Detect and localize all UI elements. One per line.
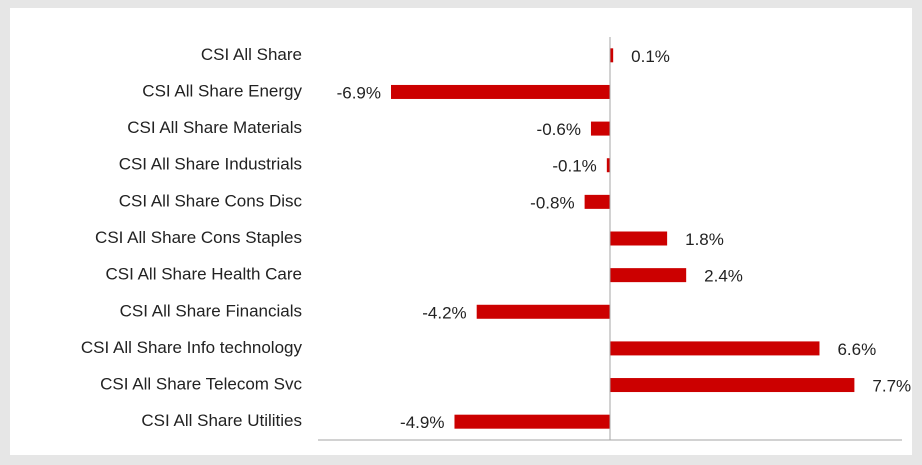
bar — [610, 341, 820, 356]
data-label: 2.4% — [704, 267, 743, 286]
bar — [590, 121, 610, 136]
category-label: CSI All Share Telecom Svc — [100, 375, 302, 394]
category-label: CSI All Share Industrials — [119, 155, 302, 174]
category-label: CSI All Share Cons Disc — [119, 191, 303, 210]
data-label: -4.2% — [422, 303, 466, 322]
data-label: -0.1% — [552, 157, 596, 176]
bar — [610, 231, 668, 246]
category-label: CSI All Share Energy — [142, 81, 302, 100]
data-label: 1.8% — [685, 230, 724, 249]
data-label: 6.6% — [837, 340, 876, 359]
bar — [391, 84, 610, 99]
bar — [610, 378, 855, 393]
category-label: CSI All Share Info technology — [81, 338, 303, 357]
bar — [606, 158, 610, 173]
data-label: -4.9% — [400, 413, 444, 432]
data-label: -0.6% — [537, 120, 581, 139]
category-label: CSI All Share Health Care — [105, 265, 302, 284]
bar — [476, 304, 610, 319]
data-label: 0.1% — [631, 47, 670, 66]
category-label: CSI All Share Materials — [127, 118, 302, 137]
bar — [454, 414, 610, 429]
bar — [610, 268, 687, 283]
category-label: CSI All Share Financials — [120, 301, 302, 320]
bar — [584, 194, 610, 209]
category-label: CSI All Share Cons Staples — [95, 228, 302, 247]
data-label: -0.8% — [530, 193, 574, 212]
bar — [610, 48, 614, 63]
data-label: -6.9% — [337, 83, 381, 102]
data-label: 7.7% — [872, 377, 911, 396]
category-label: CSI All Share Utilities — [141, 411, 302, 430]
category-label: CSI All Share — [201, 45, 302, 64]
